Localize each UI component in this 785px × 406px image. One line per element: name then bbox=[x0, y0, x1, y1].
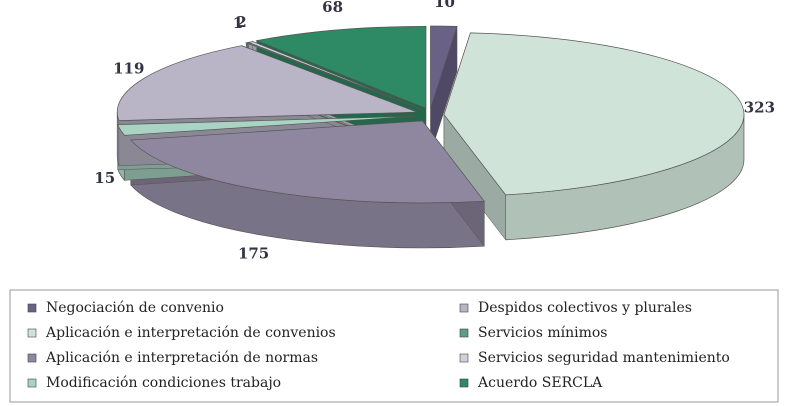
legend-swatch bbox=[459, 328, 469, 338]
legend-swatch bbox=[27, 303, 37, 313]
legend-swatch bbox=[27, 328, 37, 338]
labels: 10 323 175 15 119 12 68 bbox=[94, 0, 775, 263]
slice bbox=[116, 45, 418, 121]
data-label: 10 bbox=[434, 0, 455, 11]
slice bbox=[130, 120, 485, 204]
legend-label: Servicios seguridad mantenimiento bbox=[478, 350, 730, 366]
data-label: 68 bbox=[322, 0, 343, 16]
slice bbox=[430, 25, 458, 109]
data-label: 15 bbox=[94, 169, 115, 187]
legend-swatch bbox=[27, 378, 37, 388]
legend-swatch bbox=[27, 353, 37, 363]
data-label: 2 bbox=[236, 13, 246, 31]
legend-label: Aplicación e interpretación de normas bbox=[45, 350, 318, 366]
legend-label: Servicios mínimos bbox=[478, 325, 607, 341]
data-label: 323 bbox=[744, 98, 775, 116]
legend-box bbox=[9, 289, 779, 403]
data-label: 1 bbox=[233, 14, 243, 32]
data-label: 175 bbox=[238, 245, 269, 263]
legend-label: Modificación condiciones trabajo bbox=[46, 375, 281, 391]
tops bbox=[116, 25, 745, 204]
legend-label: Aplicación e interpretación de convenios bbox=[45, 325, 336, 341]
slice bbox=[443, 32, 745, 196]
legend-label: Despidos colectivos y plurales bbox=[478, 300, 692, 316]
legend-label: Acuerdo SERCLA bbox=[477, 375, 603, 391]
slice bbox=[255, 25, 427, 109]
slice bbox=[247, 41, 423, 110]
data-label: 119 bbox=[113, 59, 144, 77]
legend-swatch bbox=[459, 378, 469, 388]
legend-label: Negociación de convenio bbox=[46, 300, 224, 316]
legend-swatch bbox=[459, 353, 469, 363]
legend-swatch bbox=[459, 303, 469, 313]
slice bbox=[117, 115, 417, 136]
